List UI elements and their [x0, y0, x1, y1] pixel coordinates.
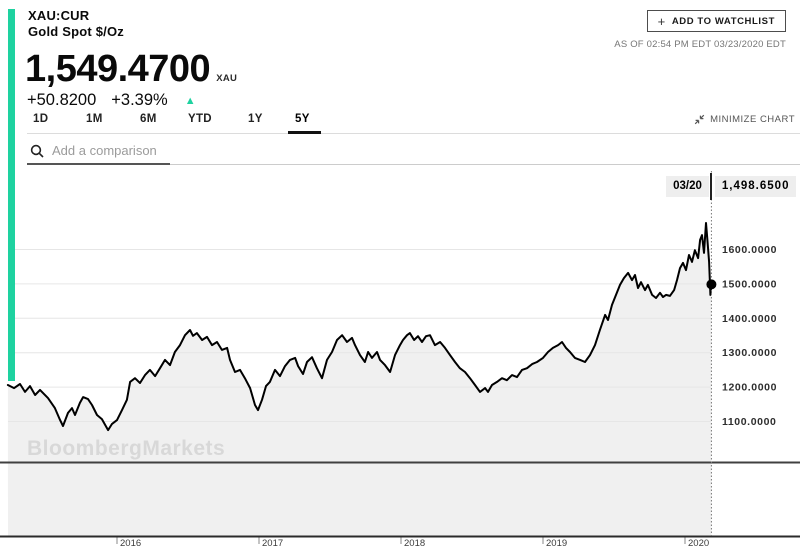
x-axis-label: 2017 — [262, 538, 283, 548]
change-percent: +3.39% — [111, 91, 168, 109]
security-name: Gold Spot $/Oz — [28, 24, 124, 39]
range-tab-1d[interactable]: 1D — [33, 113, 49, 125]
crosshair-divider — [710, 173, 713, 200]
range-tab-1y[interactable]: 1Y — [248, 113, 263, 125]
x-axis-label: 2018 — [404, 538, 425, 548]
last-price-dot — [706, 279, 717, 290]
crosshair-value-label: 1,498.6500 — [714, 176, 797, 197]
range-tab-1m[interactable]: 1M — [86, 113, 103, 125]
price-accent-bar — [8, 9, 15, 381]
ticker-symbol: XAU:CUR — [28, 8, 90, 23]
plus-icon: + — [657, 13, 666, 29]
range-tab-ytd[interactable]: YTD — [188, 113, 212, 125]
x-axis-label: 2020 — [688, 538, 709, 548]
watermark: BloombergMarkets — [27, 437, 225, 460]
search-underline — [27, 163, 170, 165]
y-axis-label: 1300.0000 — [722, 347, 777, 359]
x-axis-label: 2016 — [120, 538, 141, 548]
price-row: 1,549.4700 XAU — [25, 50, 237, 88]
search-underline-track — [27, 164, 800, 165]
minimize-icon — [694, 114, 705, 125]
minimize-chart-label: MINIMIZE CHART — [710, 114, 795, 125]
y-axis-label: 1400.0000 — [722, 313, 777, 325]
range-tab-5y[interactable]: 5Y — [295, 113, 310, 125]
add-to-watchlist-label: ADD TO WATCHLIST — [671, 15, 775, 27]
as-of-timestamp: AS OF 02:54 PM EDT 03/23/2020 EDT — [614, 39, 786, 50]
x-axis-label: 2019 — [546, 538, 567, 548]
up-arrow-icon: ▲ — [184, 94, 196, 107]
last-price: 1,549.4700 — [25, 48, 211, 90]
crosshair-date-label: 03/20 — [666, 176, 709, 197]
add-to-watchlist-button[interactable]: + ADD TO WATCHLIST — [646, 10, 786, 32]
active-tab-underline — [288, 131, 321, 134]
y-axis-label: 1600.0000 — [722, 244, 777, 256]
y-axis-label: 1500.0000 — [722, 278, 777, 290]
tabs-baseline — [27, 133, 800, 134]
price-area-fill — [7, 223, 712, 537]
price-line — [6, 222, 713, 432]
range-tab-6m[interactable]: 6M — [140, 113, 157, 125]
comparison-search-input[interactable] — [52, 143, 352, 158]
y-axis-label: 1100.0000 — [722, 416, 776, 428]
price-change-row: +50.8200 +3.39% ▲ — [27, 91, 196, 110]
search-icon — [30, 144, 44, 158]
comparison-search — [30, 143, 352, 158]
change-absolute: +50.8200 — [27, 91, 97, 109]
range-tabs: 1D 1M 6M YTD 1Y 5Y — [0, 113, 800, 133]
minimize-chart-button[interactable]: MINIMIZE CHART — [694, 114, 795, 125]
price-currency: XAU — [216, 73, 238, 84]
y-axis-label: 1200.0000 — [722, 382, 777, 394]
